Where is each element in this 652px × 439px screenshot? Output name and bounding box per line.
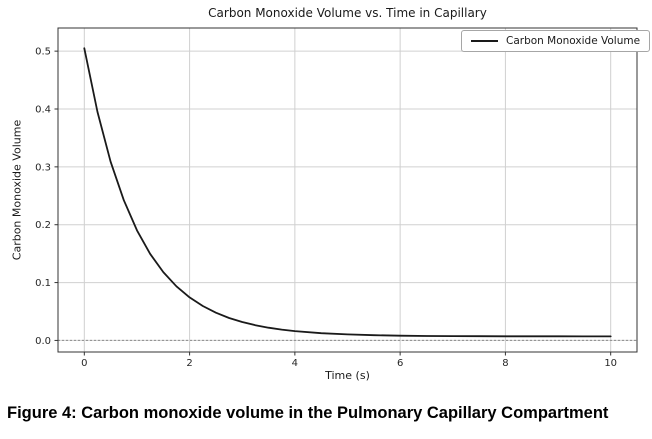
legend-label: Carbon Monoxide Volume	[506, 35, 641, 47]
y-tick-label: 0.0	[35, 336, 51, 347]
y-tick-label: 0.5	[35, 47, 51, 58]
x-tick-label: 6	[397, 358, 403, 369]
x-tick-label: 4	[292, 358, 298, 369]
y-axis-label: Carbon Monoxide Volume	[10, 119, 24, 261]
y-tick-label: 0.1	[35, 278, 51, 289]
x-tick-label: 2	[186, 358, 192, 369]
x-axis-label: Time (s)	[325, 369, 370, 382]
y-tick-label: 0.4	[35, 105, 51, 116]
legend-line-icon	[471, 40, 498, 42]
chart-title: Carbon Monoxide Volume vs. Time in Capil…	[208, 6, 487, 20]
figure-caption: Figure 4: Carbon monoxide volume in the …	[7, 404, 609, 422]
data-curve	[83, 47, 612, 338]
x-tick-label: 0	[81, 358, 87, 369]
x-tick-label: 10	[604, 358, 617, 369]
y-tick-label: 0.2	[35, 220, 51, 231]
plot-border	[57, 27, 638, 353]
x-tick-label: 8	[502, 358, 508, 369]
legend: Carbon Monoxide Volume	[461, 30, 651, 52]
plot-canvas: 0 2 4 6 8 10 0.0 0.1 0.2 0.3 0.4 0.5	[35, 27, 638, 369]
y-tick-label: 0.3	[35, 162, 51, 173]
